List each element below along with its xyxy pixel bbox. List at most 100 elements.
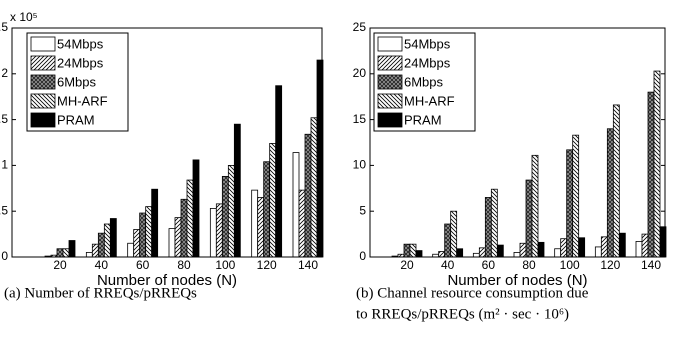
bar: [490, 188, 498, 258]
bar: [531, 154, 539, 258]
bar: [560, 238, 568, 258]
x-axis-label: Number of nodes (N): [97, 272, 237, 289]
legend-label: 54Mbps: [404, 36, 451, 51]
y-tick-label: 5: [359, 203, 366, 217]
bar: [292, 152, 300, 258]
x-tick-label: 140: [298, 258, 318, 272]
y-tick-label: 2.5: [0, 20, 8, 34]
bar: [233, 123, 241, 258]
y-tick-label: 0: [1, 249, 8, 263]
legend-label: MH-ARF: [57, 93, 108, 108]
bar: [612, 104, 620, 258]
bar: [484, 197, 492, 258]
bar: [537, 241, 545, 258]
legend-swatch: [30, 55, 56, 71]
bar: [409, 243, 417, 258]
bar: [269, 143, 277, 258]
bar: [641, 233, 649, 258]
bar: [438, 251, 446, 258]
bar: [91, 243, 99, 258]
legend-label: MH-ARF: [404, 93, 455, 108]
bar: [472, 252, 480, 258]
legend-label: 6Mbps: [404, 74, 444, 89]
y-tick-label: 1: [1, 158, 8, 172]
bar: [127, 242, 135, 258]
bar: [186, 179, 194, 258]
x-tick-label: 120: [257, 258, 277, 272]
legend-label: 6Mbps: [57, 74, 97, 89]
bar: [251, 189, 259, 258]
bar: [85, 252, 93, 258]
bar: [450, 210, 458, 258]
x-tick-label: 40: [95, 258, 109, 272]
bar: [180, 198, 188, 258]
bar: [444, 223, 452, 258]
x-tick-label: 40: [441, 258, 455, 272]
legend-label: 54Mbps: [57, 36, 104, 51]
bar: [263, 161, 271, 258]
y-multiplier: x 10⁵: [10, 10, 38, 24]
bar: [227, 164, 235, 258]
bar: [56, 248, 64, 258]
bar: [572, 134, 580, 258]
axes-box: [11, 27, 323, 258]
bar: [221, 175, 229, 258]
bar: [456, 248, 464, 258]
bar: [478, 247, 486, 258]
bar: [600, 236, 608, 258]
bar: [304, 133, 312, 258]
bar: [139, 212, 147, 258]
legend-swatch: [30, 93, 56, 109]
legend-label: PRAM: [57, 112, 95, 127]
bar: [133, 229, 141, 258]
bar: [68, 240, 76, 258]
legend-swatch: [377, 36, 403, 52]
caption: (b) Channel resource consumption due: [356, 285, 589, 301]
bar: [109, 218, 117, 258]
legend-label: PRAM: [404, 112, 442, 127]
bar: [145, 206, 153, 258]
bar: [103, 223, 111, 258]
legend-swatch: [30, 112, 56, 128]
bar: [215, 203, 223, 258]
y-tick-label: 10: [353, 158, 367, 172]
legend-swatch: [377, 74, 403, 90]
x-tick-label: 60: [482, 258, 496, 272]
legend-swatch: [377, 93, 403, 109]
legend-swatch: [377, 55, 403, 71]
bar: [174, 217, 182, 258]
bar: [647, 91, 655, 258]
bar: [275, 85, 283, 258]
x-tick-label: 20: [400, 258, 414, 272]
bar: [653, 70, 661, 258]
y-tick-label: 20: [353, 66, 367, 80]
bar: [257, 197, 265, 258]
x-tick-label: 100: [215, 258, 235, 272]
x-tick-label: 80: [177, 258, 191, 272]
caption: to RREQs/pRREQs (m² · sec · 10⁶): [356, 306, 569, 322]
bar: [578, 237, 586, 258]
x-tick-label: 140: [641, 258, 661, 272]
bar: [554, 248, 562, 258]
y-tick-label: 0.5: [0, 203, 8, 217]
bar: [151, 188, 159, 258]
x-tick-label: 100: [560, 258, 580, 272]
legend-swatch: [30, 36, 56, 52]
bar: [513, 252, 521, 258]
bar: [496, 244, 504, 258]
y-tick-label: 25: [353, 20, 367, 34]
bar: [415, 250, 423, 258]
x-tick-label: 20: [53, 258, 67, 272]
x-tick-label: 80: [522, 258, 536, 272]
legend-label: 24Mbps: [57, 55, 104, 70]
bar: [606, 128, 614, 258]
bar: [97, 232, 105, 258]
bar: [192, 159, 200, 258]
x-tick-label: 60: [136, 258, 150, 272]
x-tick-label: 120: [600, 258, 620, 272]
legend-swatch: [30, 74, 56, 90]
bar: [62, 248, 70, 258]
y-tick-label: 1.5: [0, 112, 8, 126]
bar: [403, 243, 411, 258]
